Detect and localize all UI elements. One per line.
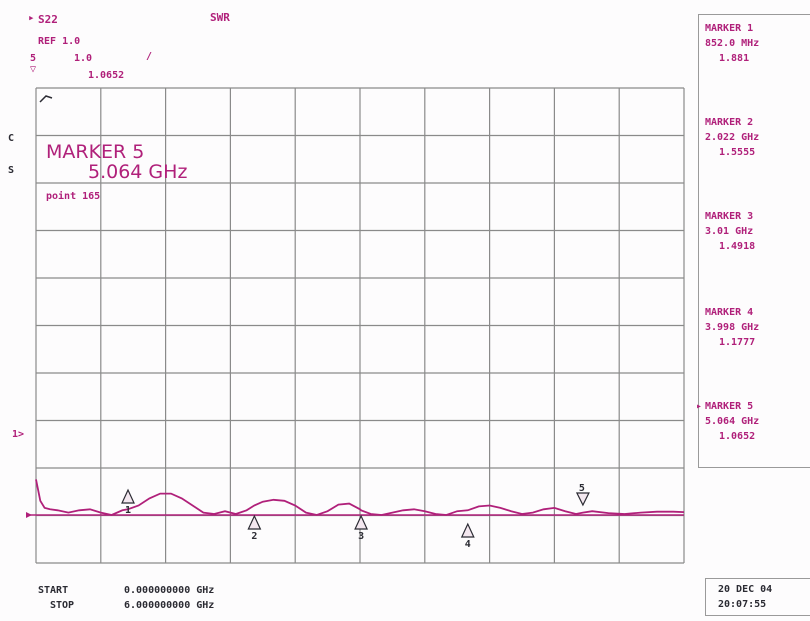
marker-2-triangle	[247, 514, 262, 530]
marker-5-freq: 5.064 GHz	[705, 416, 760, 427]
marker-1-number: 1	[125, 505, 131, 516]
marker-readout-freq: 5.064 GHz	[88, 161, 188, 183]
marker-4-value: 1.1777	[719, 337, 756, 348]
marker-3-label: MARKER 3	[705, 211, 754, 222]
active-marker-value: 1.0652	[88, 70, 125, 81]
active-marker-num: 5	[30, 53, 37, 64]
marker-3-triangle	[354, 514, 369, 530]
channel-s-label: S	[8, 165, 15, 176]
marker-2-freq: 2.022 GHz	[705, 132, 760, 143]
marker-4-label: MARKER 4	[705, 307, 754, 318]
marker-readout-title: MARKER 5	[46, 141, 145, 163]
marker-list-panel: MARKER 1 852.0 MHz 1.881 MARKER 2 2.022 …	[696, 14, 810, 468]
marker-5-label: ▸ MARKER 5	[696, 401, 754, 412]
marker-2-number: 2	[251, 531, 257, 542]
reference-pointer	[26, 512, 32, 518]
active-marker-arrow: ▸	[696, 401, 703, 412]
time-label: 20:07:55	[718, 599, 767, 610]
stop-value: 6.000000000 GHz	[124, 600, 215, 611]
ref-label: REF 1.0	[38, 36, 81, 47]
format-label: SWR	[210, 11, 230, 24]
ref-line-label: 1>	[12, 429, 25, 440]
marker-1-entry: MARKER 1 852.0 MHz 1.881	[705, 21, 759, 66]
marker-3-number: 3	[358, 531, 364, 542]
marker-1-value: 1.881	[719, 53, 750, 64]
marker-readout-point: point 165	[46, 191, 101, 202]
marker-3-entry: MARKER 3 3.01 GHz 1.4918	[705, 209, 755, 254]
timestamp-box: 20 DEC 04 20:07:55	[705, 578, 810, 616]
marker-readout: MARKER 5 5.064 GHz	[46, 142, 187, 182]
marker-2-value: 1.5555	[719, 147, 756, 158]
marker-3-value: 1.4918	[719, 241, 756, 252]
scale-mark: /	[146, 51, 153, 62]
swr-trace	[35, 479, 685, 516]
start-value: 0.000000000 GHz	[124, 585, 215, 596]
marker-5-triangle	[575, 492, 590, 507]
stop-label: STOP	[50, 600, 75, 611]
marker-4-freq: 3.998 GHz	[705, 322, 760, 333]
marker-1-label: MARKER 1	[705, 23, 754, 34]
origin-tick-icon	[39, 95, 53, 103]
channel-c-label: C	[8, 133, 15, 144]
marker-5-number: 5	[579, 483, 585, 494]
start-label: START	[38, 585, 69, 596]
date-label: 20 DEC 04	[718, 584, 773, 595]
marker-4-triangle	[460, 522, 475, 538]
marker-4-number: 4	[465, 539, 471, 550]
marker-5-entry: ▸ MARKER 5 5.064 GHz 1.0652	[696, 399, 760, 444]
marker-4-entry: MARKER 4 3.998 GHz 1.1777	[705, 305, 759, 350]
marker-5-value: 1.0652	[719, 431, 756, 442]
marker-2-label: MARKER 2	[705, 117, 754, 128]
marker-2-entry: MARKER 2 2.022 GHz 1.5555	[705, 115, 759, 160]
marker-1-triangle	[121, 488, 135, 504]
marker-3-freq: 3.01 GHz	[705, 226, 754, 237]
marker-1-freq: 852.0 MHz	[705, 38, 760, 49]
param-label: S22	[38, 13, 58, 26]
active-param-arrow: ▸	[28, 11, 35, 24]
scale-label: 1.0	[74, 53, 93, 64]
active-marker-icon: ▽	[30, 64, 37, 75]
